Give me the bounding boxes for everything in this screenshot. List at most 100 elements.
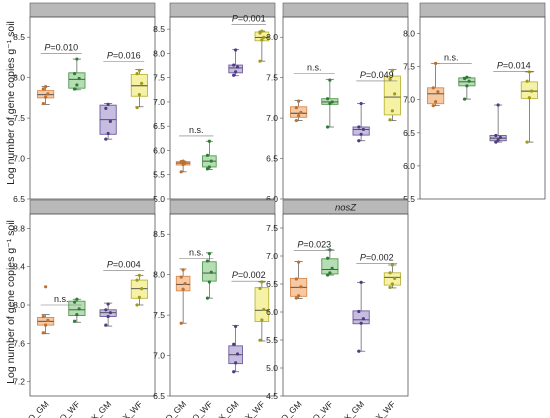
category-label: GQ_GM	[21, 399, 50, 418]
data-point	[77, 76, 81, 81]
box-GQ_GM	[37, 285, 55, 335]
data-point	[299, 110, 303, 115]
data-point	[75, 312, 79, 317]
data-point	[235, 352, 240, 356]
data-point	[326, 256, 330, 260]
data-point	[357, 125, 361, 129]
data-point	[44, 84, 48, 89]
data-point	[465, 84, 469, 88]
data-point	[73, 87, 77, 91]
y-tick-label: 7.5	[266, 73, 278, 83]
data-point	[235, 65, 240, 69]
y-tick-label: 6.5	[153, 121, 165, 131]
data-point	[465, 75, 469, 79]
y-tick-label: 8.5	[153, 229, 165, 239]
data-point	[359, 101, 363, 106]
data-point	[207, 280, 211, 284]
data-point	[388, 77, 392, 81]
y-tick-label: 8.0	[13, 73, 25, 83]
category-label: NX_WF	[369, 399, 397, 418]
data-point	[262, 307, 266, 312]
y-tick-label: 4.5	[266, 391, 278, 401]
data-point	[41, 331, 45, 335]
y-tick-label: 6.0	[153, 145, 165, 155]
box-NX_WF	[520, 70, 538, 144]
box-GQ_GM	[175, 159, 191, 174]
y-tick-label: 7.0	[153, 97, 165, 107]
data-point	[75, 83, 79, 87]
y-tick-label: 5.5	[153, 170, 165, 180]
box-NX_GM	[228, 48, 243, 77]
data-point	[207, 165, 211, 169]
panel-strip	[282, 2, 409, 18]
y-tick-label: 6.5	[13, 194, 25, 204]
data-point	[181, 159, 185, 163]
data-point	[135, 105, 139, 110]
data-point	[135, 278, 139, 282]
data-point	[388, 285, 392, 289]
data-point	[137, 68, 141, 72]
data-point	[181, 268, 185, 272]
box-GQ_GM	[175, 268, 191, 325]
data-point	[359, 280, 363, 284]
y-tick-label: 7.2	[13, 377, 25, 387]
data-point	[357, 139, 361, 143]
data-point	[494, 140, 498, 144]
data-point	[527, 70, 531, 74]
box-NX_WF	[130, 68, 148, 110]
panel-7: nosZ 4.5 5.0 5.5 6.0 6.5 7.0 7.5 GQ_GM GQ_WF NX_GM…	[266, 199, 409, 418]
y-tick-label: 8.8	[13, 223, 25, 233]
panel-5: 7.2 7.6 8.0 8.4 8.8 GQ_GM GQ_WF NX_GM NX_WF n.s. P…	[13, 199, 156, 418]
box-NX_GM	[352, 101, 370, 143]
y-tick-label: 8.0	[266, 32, 278, 42]
y-tick-label: 7.5	[266, 223, 278, 233]
data-point	[328, 101, 332, 106]
data-point	[104, 323, 108, 327]
category-label: NX_WF	[239, 399, 267, 418]
data-point	[390, 263, 394, 267]
significance-label: n.s.	[444, 52, 459, 62]
data-point	[234, 324, 238, 329]
y-tick-label: 7.0	[403, 95, 415, 105]
box-NX_WF	[383, 68, 401, 122]
panel-2: 5.0 5.5 6.0 6.5 7.0 7.5 8.0 8.5 n.s. P=0.001	[153, 2, 276, 204]
data-point	[525, 140, 529, 144]
data-point	[232, 63, 236, 67]
data-point	[436, 90, 440, 94]
data-point	[73, 72, 77, 76]
box-iqr	[68, 72, 86, 89]
data-point	[431, 104, 435, 108]
box-GQ_WF	[202, 252, 217, 300]
box-NX_GM	[489, 103, 507, 144]
y-tick-label: 7.0	[13, 154, 25, 164]
box-GQ_GM	[290, 260, 308, 300]
data-point	[234, 361, 238, 365]
data-point	[106, 314, 110, 319]
y-tick-label: 5.5	[266, 335, 278, 345]
data-point	[41, 101, 45, 106]
data-point	[294, 118, 298, 123]
data-point	[357, 309, 361, 314]
y-tick-label: 8.0	[403, 29, 415, 39]
y-tick-label: 7.6	[13, 338, 25, 348]
box-GQ_WF	[321, 78, 339, 129]
data-point	[183, 281, 187, 286]
data-point	[232, 370, 236, 374]
box-iqr	[254, 287, 270, 323]
significance-label: n.s.	[54, 294, 69, 304]
y-tick-label: 6.0	[403, 161, 415, 171]
data-point	[207, 139, 211, 143]
box-iqr	[520, 81, 538, 99]
box-GQ_GM	[37, 84, 55, 106]
box-GQ_WF	[68, 297, 86, 323]
data-point	[326, 97, 330, 101]
data-point	[494, 133, 498, 138]
box-iqr	[175, 275, 191, 292]
significance-label: P=0.002	[360, 252, 394, 262]
data-point	[260, 318, 264, 322]
panel-frame	[169, 213, 276, 397]
panel-frame	[282, 213, 409, 397]
data-point	[44, 323, 48, 327]
data-point	[77, 307, 81, 311]
